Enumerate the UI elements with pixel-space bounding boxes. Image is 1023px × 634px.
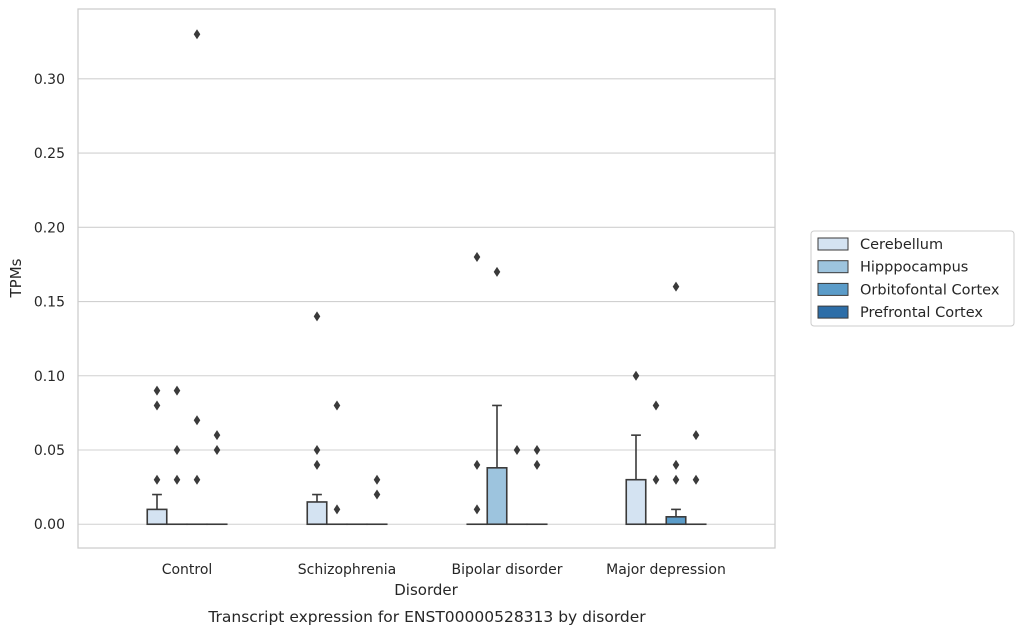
x-tick-label: Bipolar disorder: [451, 562, 562, 578]
box: [665, 516, 687, 526]
outlier-point: [193, 29, 201, 40]
y-gridlines: [78, 78, 775, 525]
y-tick-label: 0.05: [34, 443, 65, 459]
outlier-point: [193, 415, 201, 426]
outlier-point: [473, 459, 481, 470]
legend-label: Cerebellum: [860, 237, 943, 253]
box-plot-marks: [146, 29, 707, 526]
legend-swatch: [817, 282, 849, 296]
outlier-point: [173, 385, 181, 396]
outlier-point: [672, 281, 680, 292]
plot-area-frame: [77, 8, 776, 549]
outlier-point: [652, 474, 660, 485]
legend-swatch: [817, 305, 849, 319]
outlier-point: [373, 474, 381, 485]
outlier-point: [313, 445, 321, 455]
y-tick-label: 0.30: [34, 72, 65, 88]
legend-swatch: [817, 260, 849, 274]
x-tick-labels: Control Schizophrenia Bipolar disorder Majo…: [162, 562, 726, 578]
y-tick-labels: 0.00 0.05 0.10 0.15 0.20 0.25 0.30: [34, 72, 65, 533]
outlier-point: [692, 430, 700, 441]
outlier-point: [652, 400, 660, 411]
outlier-point: [672, 474, 680, 485]
outlier-point: [333, 504, 341, 515]
box: [306, 501, 328, 526]
x-tick-label: Control: [162, 562, 213, 578]
outlier-point: [473, 504, 481, 515]
figure-caption: Transcript expression for ENST0000052831…: [207, 608, 646, 626]
series-orbitofontal-cortex: [186, 29, 687, 526]
outlier-point: [173, 445, 181, 455]
legend-swatch: [817, 237, 849, 251]
series-hipppocampus: [166, 266, 667, 526]
outlier-point: [213, 430, 221, 441]
outlier-point: [473, 251, 481, 262]
plot-area-background: [78, 9, 775, 548]
outlier-point: [672, 459, 680, 470]
outlier-point: [153, 385, 161, 396]
outlier-point: [533, 459, 541, 470]
outlier-point: [313, 311, 321, 322]
y-tick-label: 0.00: [34, 517, 65, 533]
outlier-point: [173, 474, 181, 485]
legend-label: Orbitofontal Cortex: [860, 282, 1000, 298]
legend-frame: [810, 230, 1015, 327]
outlier-point: [213, 445, 221, 455]
outlier-point: [153, 400, 161, 411]
outlier-point: [313, 459, 321, 470]
series-cerebellum: [146, 251, 647, 526]
outlier-point: [632, 370, 640, 381]
x-tick-label: Major depression: [606, 562, 726, 578]
box: [486, 467, 508, 526]
box: [146, 508, 168, 526]
legend-label: Hipppocampus: [860, 260, 968, 276]
y-axis-label: TPMs: [7, 258, 25, 298]
y-tick-label: 0.10: [34, 369, 65, 385]
y-tick-label: 0.25: [34, 146, 65, 162]
legend: Cerebellum Hipppocampus Orbitofontal Corte…: [810, 230, 1015, 327]
outlier-point: [193, 474, 201, 485]
box: [625, 478, 647, 526]
outlier-point: [513, 445, 521, 455]
x-axis-label: Disorder: [394, 581, 458, 599]
legend-label: Prefrontal Cortex: [860, 305, 983, 321]
x-tick-label: Schizophrenia: [298, 562, 396, 578]
y-tick-label: 0.15: [34, 295, 65, 311]
legend-items: Cerebellum Hipppocampus Orbitofontal Corte…: [817, 237, 1000, 321]
outlier-point: [493, 266, 501, 277]
outlier-point: [533, 445, 541, 455]
outlier-point: [373, 489, 381, 500]
series-prefrontal-cortex: [206, 430, 707, 526]
outlier-point: [333, 400, 341, 411]
y-tick-label: 0.20: [34, 220, 65, 236]
outlier-point: [153, 474, 161, 485]
outlier-point: [692, 474, 700, 485]
